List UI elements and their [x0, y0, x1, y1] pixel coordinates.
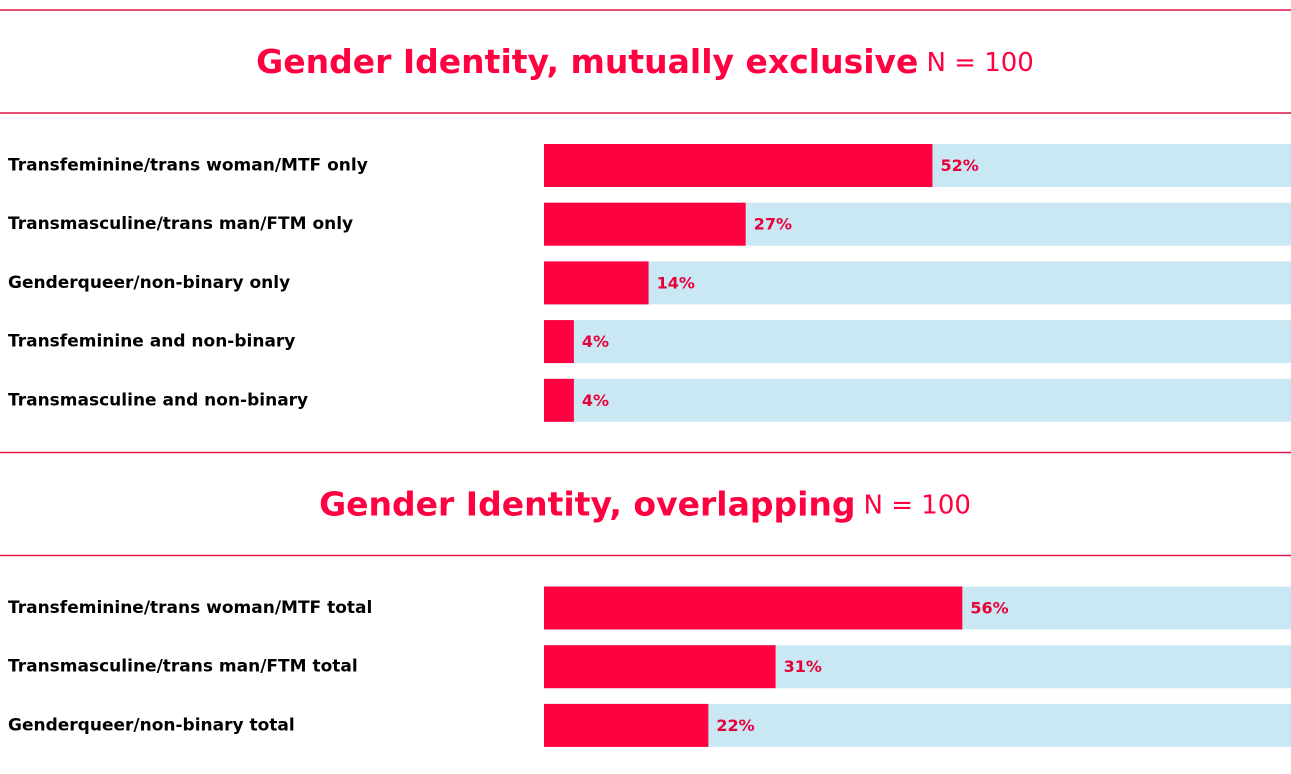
chart-title: Gender Identity, overlapping N = 100: [319, 484, 971, 523]
bar: [544, 202, 746, 246]
value-label: 27%: [754, 215, 792, 234]
category-label: Transfeminine and non-binary: [8, 332, 295, 352]
category-label: Transfeminine/trans woman/MTF total: [8, 598, 372, 618]
bar-track: [544, 378, 1291, 422]
bar: [544, 645, 776, 689]
bar: [544, 586, 963, 630]
value-label: 56%: [970, 599, 1008, 618]
category-label: Transmasculine and non-binary: [8, 390, 308, 410]
subtitle-text: N = 100: [864, 490, 971, 520]
bar-track: [544, 320, 1291, 364]
bar: [544, 144, 933, 187]
value-label: 22%: [716, 716, 754, 735]
bar: [544, 703, 709, 747]
value-label: 4%: [582, 332, 609, 351]
title-text: Gender Identity, overlapping: [319, 484, 855, 523]
category-label: Transmasculine/trans man/FTM total: [8, 657, 358, 677]
bar: [544, 320, 574, 364]
bar: [544, 378, 574, 422]
category-label: Transfeminine/trans woman/MTF only: [8, 156, 368, 176]
category-label: Genderqueer/non-binary total: [8, 715, 295, 735]
bar: [544, 261, 649, 305]
value-label: 31%: [784, 657, 822, 676]
category-label: Genderqueer/non-binary only: [8, 273, 290, 293]
value-label: 14%: [657, 273, 695, 292]
chart-title: Gender Identity, mutually exclusive N = 1…: [256, 42, 1034, 81]
category-label: Transmasculine/trans man/FTM only: [8, 214, 353, 234]
bar-track: [544, 261, 1291, 305]
subtitle-text: N = 100: [926, 48, 1033, 78]
value-label: 52%: [940, 156, 978, 175]
value-label: 4%: [582, 391, 609, 410]
title-text: Gender Identity, mutually exclusive: [256, 42, 918, 81]
